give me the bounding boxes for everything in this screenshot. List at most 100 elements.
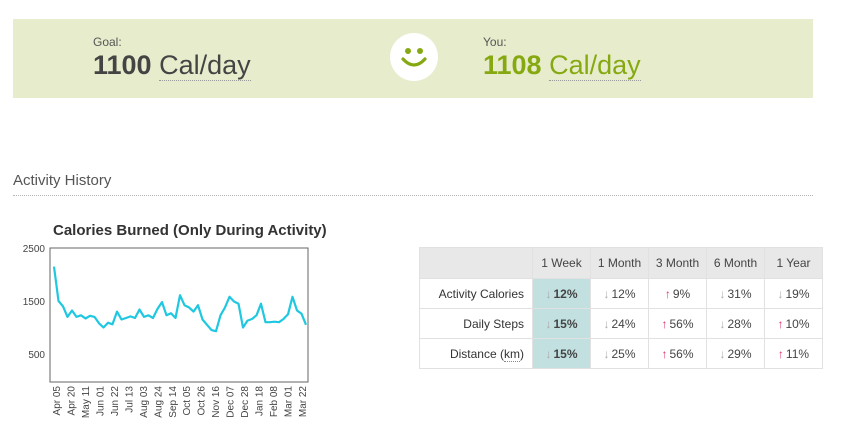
row-label: Distance (km)	[419, 338, 533, 369]
stat-value: 31%	[727, 286, 752, 301]
arrow-down-icon: ↓	[719, 316, 726, 331]
calories-line-chart: 2500 1500 500 Apr 05 Apr 20 May 11 Jun 01 Jun …	[23, 244, 309, 418]
stat-cell: ↓ 24%	[590, 308, 649, 339]
arrow-down-icon: ↓	[603, 286, 610, 301]
goal-unit[interactable]: Cal/day	[159, 50, 251, 81]
row-label-prefix: Distance (	[449, 346, 504, 361]
col-header-3-month[interactable]: 3 Month	[648, 247, 707, 279]
arrow-up-icon: ↑	[777, 316, 784, 331]
arrow-up-icon: ↑	[661, 346, 668, 361]
stat-cell: ↑ 56%	[648, 338, 707, 369]
x-tick-label: Dec 07	[226, 386, 237, 418]
stat-cell: ↑ 9%	[648, 278, 707, 309]
col-header-1-week[interactable]: 1 Week	[532, 247, 591, 279]
stat-value: 11%	[785, 346, 810, 361]
stat-value: 29%	[727, 346, 752, 361]
goal-number: 1100	[93, 50, 152, 80]
x-tick-label: Apr 20	[67, 386, 78, 416]
stat-value: 19%	[785, 286, 810, 301]
you-number: 1108	[483, 50, 542, 80]
stat-cell: ↓ 19%	[764, 278, 823, 309]
stat-value: 9%	[672, 286, 691, 301]
row-label: Activity Calories	[419, 278, 533, 309]
x-tick-label: Sep 14	[168, 386, 179, 418]
arrow-down-icon: ↓	[603, 316, 610, 331]
arrow-up-icon: ↑	[777, 346, 784, 361]
y-tick-label: 2500	[23, 244, 46, 255]
stat-value: 12%	[553, 286, 578, 301]
goal-banner: Goal: 1100 Cal/day You: 1108 Cal/day	[13, 19, 813, 98]
table-corner	[419, 247, 533, 279]
row-label-unit[interactable]: km	[504, 346, 520, 362]
y-tick-label: 500	[28, 350, 45, 361]
x-tick-label: Nov 16	[211, 386, 222, 418]
distance-row: Distance (km) ↓ 15% ↓ 25% ↑ 56% ↓ 29% ↑ 11%	[419, 338, 823, 369]
x-tick-label: Feb 08	[269, 386, 280, 418]
x-tick-label: Mar 22	[298, 386, 309, 418]
stat-cell: ↑ 56%	[648, 308, 707, 339]
stat-value: 56%	[669, 346, 694, 361]
x-tick-label: Jun 22	[110, 386, 121, 416]
stat-value: 15%	[553, 346, 578, 361]
x-tick-label: Apr 05	[52, 386, 63, 416]
stat-cell: ↓ 25%	[590, 338, 649, 369]
x-tick-label: Jun 01	[95, 386, 106, 416]
stat-value: 10%	[785, 316, 810, 331]
table-header-row: 1 Week 1 Month 3 Month 6 Month 1 Year	[419, 247, 823, 279]
stat-cell: ↓ 31%	[706, 278, 765, 309]
you-label: You:	[483, 35, 507, 49]
calories-series-line	[52, 266, 308, 333]
section-title: Activity History	[13, 172, 112, 189]
x-tick-label: Aug 03	[139, 386, 150, 418]
stat-cell: ↓ 15%	[532, 308, 591, 339]
row-label-suffix: )	[520, 346, 524, 361]
y-tick-label: 1500	[23, 297, 46, 308]
x-tick-label: Oct 05	[182, 386, 193, 416]
stat-value: 12%	[611, 286, 636, 301]
x-tick-label: Oct 26	[197, 386, 208, 416]
stat-value: 15%	[553, 316, 578, 331]
stat-cell: ↑ 11%	[764, 338, 823, 369]
activity-stats-table: 1 Week 1 Month 3 Month 6 Month 1 Year Ac…	[419, 247, 823, 369]
x-tick-label: Aug 24	[153, 386, 164, 418]
stat-cell: ↓ 15%	[532, 338, 591, 369]
x-tick-label: Jan 18	[255, 386, 266, 416]
stat-value: 25%	[611, 346, 636, 361]
activity-calories-row: Activity Calories ↓ 12% ↓ 12% ↑ 9% ↓ 31% ↓ 19%	[419, 278, 823, 309]
arrow-down-icon: ↓	[719, 346, 726, 361]
stat-cell: ↓ 12%	[532, 278, 591, 309]
col-header-1-month[interactable]: 1 Month	[590, 247, 649, 279]
you-value: 1108 Cal/day	[483, 49, 641, 81]
you-unit[interactable]: Cal/day	[549, 50, 641, 81]
arrow-down-icon: ↓	[777, 286, 784, 301]
stat-cell: ↓ 29%	[706, 338, 765, 369]
arrow-down-icon: ↓	[545, 316, 552, 331]
x-tick-label: Dec 28	[240, 386, 251, 418]
arrow-down-icon: ↓	[719, 286, 726, 301]
goal-block: Goal: 1100 Cal/day	[93, 35, 251, 81]
col-header-1-year[interactable]: 1 Year	[764, 247, 823, 279]
arrow-down-icon: ↓	[545, 346, 552, 361]
stat-value: 28%	[727, 316, 752, 331]
goal-value: 1100 Cal/day	[93, 49, 251, 81]
x-tick-label: Jul 13	[124, 386, 135, 413]
daily-steps-row: Daily Steps ↓ 15% ↓ 24% ↑ 56% ↓ 28% ↑ 10%	[419, 308, 823, 339]
x-tick-label: May 11	[81, 386, 92, 418]
you-block: You: 1108 Cal/day	[483, 35, 641, 81]
row-label: Daily Steps	[419, 308, 533, 339]
stat-value: 56%	[669, 316, 694, 331]
arrow-down-icon: ↓	[603, 346, 610, 361]
goal-label: Goal:	[93, 35, 122, 49]
arrow-up-icon: ↑	[664, 286, 671, 301]
stat-cell: ↓ 12%	[590, 278, 649, 309]
col-header-6-month[interactable]: 6 Month	[706, 247, 765, 279]
section-divider	[13, 195, 813, 196]
stat-value: 24%	[611, 316, 636, 331]
stat-cell: ↑ 10%	[764, 308, 823, 339]
arrow-down-icon: ↓	[545, 286, 552, 301]
chart-title: Calories Burned (Only During Activity)	[53, 222, 327, 239]
smiley-face-icon	[390, 33, 438, 81]
x-tick-label: Mar 01	[284, 386, 295, 418]
plot-frame	[49, 247, 309, 383]
stat-cell: ↓ 28%	[706, 308, 765, 339]
